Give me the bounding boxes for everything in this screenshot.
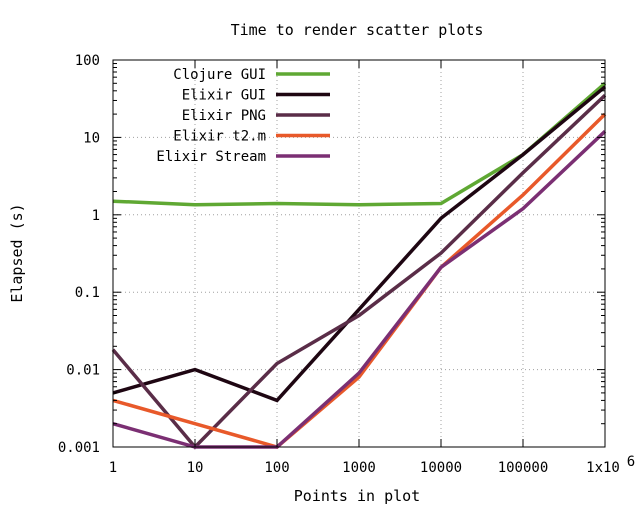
legend-label: Elixir t2.m xyxy=(173,129,266,145)
y-tick-label: 0.001 xyxy=(58,440,100,456)
x-axis-label: Points in plot xyxy=(294,487,420,505)
series-line-1 xyxy=(112,85,607,403)
axis-ticks: 1 10 100 1000 10000 100000 1x10 6 0.001 0.01 0.1 1 1… xyxy=(58,53,635,476)
legend-label: Clojure GUI xyxy=(173,67,266,83)
series-lines xyxy=(111,81,607,450)
y-tick-label: 100 xyxy=(75,53,100,69)
x-tick-label: 100000 xyxy=(498,460,549,476)
chart-title: Time to render scatter plots xyxy=(231,21,484,39)
y-axis-label: Elapsed (s) xyxy=(8,203,26,302)
x-tick-label: 10 xyxy=(187,460,204,476)
x-tick-label: 1x10 xyxy=(586,460,620,476)
x-tick-label: 10000 xyxy=(420,460,462,476)
x-tick-label: 1000 xyxy=(342,460,376,476)
y-tick-label: 1 xyxy=(92,208,100,224)
legend: Clojure GUI Elixir GUI Elixir PNG Elixir t2… xyxy=(156,67,330,165)
legend-label: Elixir PNG xyxy=(182,108,266,124)
x-tick-label: 1 xyxy=(109,460,117,476)
y-tick-label: 10 xyxy=(83,130,100,146)
y-tick-label: 0.1 xyxy=(75,285,100,301)
y-tick-label: 0.01 xyxy=(66,363,100,379)
x-tick-label: 100 xyxy=(264,460,289,476)
series-line-3 xyxy=(112,112,607,449)
legend-label: Elixir GUI xyxy=(182,88,266,104)
legend-label: Elixir Stream xyxy=(156,149,266,165)
grid xyxy=(113,60,605,447)
x-tick-exponent: 6 xyxy=(627,454,635,470)
